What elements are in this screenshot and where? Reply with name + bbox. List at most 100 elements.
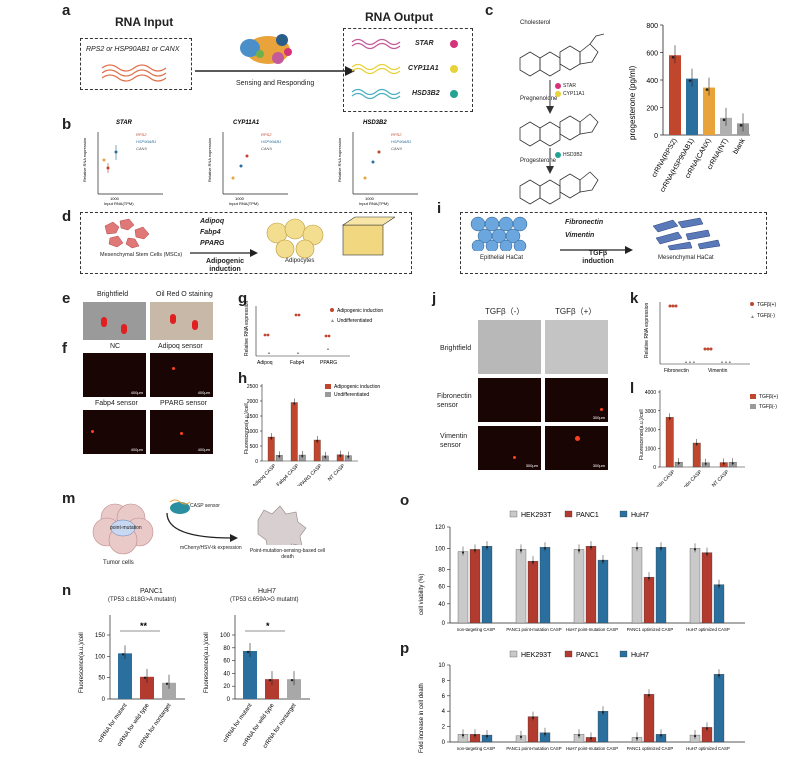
c-ytick-label: 0 [654, 133, 658, 140]
p-ytick-label: 8 [442, 678, 446, 684]
o-point [659, 547, 663, 550]
panel-letter-h: h [238, 370, 248, 387]
p-ylabel: Fold increase in cell death [419, 683, 425, 753]
o-point [473, 549, 477, 552]
tumor-cells-icon [92, 503, 154, 555]
oil-red-image [150, 302, 213, 340]
e-title-bright: Brightfield [97, 291, 129, 298]
j-row-bright: Brightfield [440, 345, 472, 352]
n2-point [290, 678, 294, 682]
c-bar [686, 78, 698, 135]
chart-g: Relative RNA expression ▲ ▲ ▲ Adipoq Fabp4… [244, 300, 383, 366]
l-bar [665, 417, 674, 468]
o-bar [573, 549, 585, 624]
o-category-label: non-targeting CASP [457, 627, 495, 632]
j-bright-plus [545, 320, 608, 374]
k-ylabel: Relative RNA expression [644, 302, 650, 358]
n2-ytick-label: 0 [227, 697, 231, 703]
n-sub-panc1: (TP53 c.818G>A mutatnt) [108, 597, 177, 603]
hsd3b2-dot [450, 90, 458, 98]
adipocytes-label: Adipocytes [285, 258, 315, 264]
k-legend-2: TGFβ(-) [757, 313, 775, 319]
gene-vimentin: Vimentin [565, 232, 595, 239]
casp-sensor-label: CASP sensor [190, 503, 220, 509]
h-category-label: PPARG CASP [296, 463, 323, 486]
d-arrow [190, 249, 258, 257]
l-ytick-label: 1000 [645, 446, 656, 452]
b-legend-hsp-3: HSP90AB1 [391, 139, 411, 144]
n2-ytick-label: 40 [223, 671, 230, 677]
h-ytick-label: 1500 [247, 414, 258, 420]
b-ylabel-cyp: Relative RNA expression [207, 138, 212, 182]
b-tick-hsd: 1000 [365, 196, 375, 201]
l-point [731, 462, 734, 465]
i-arrow [560, 246, 633, 254]
l-legend-2: TGFβ(-) [759, 404, 777, 410]
f-scale-pparg: 400μm [197, 447, 210, 452]
o-point [635, 547, 639, 550]
b-tick-cyp: 1000 [235, 196, 245, 201]
o-bar [515, 549, 527, 624]
red-spot [91, 430, 94, 433]
steroid-pathway-diagram [519, 33, 605, 205]
h-bar [267, 436, 275, 462]
output-star: STAR [415, 40, 434, 47]
p-point [693, 734, 697, 738]
l-ytick-label: 0 [653, 465, 656, 471]
k-cat-fib: Fibronectin [664, 368, 689, 374]
n2-sig: * [266, 621, 270, 631]
n1-ytick-label: 50 [98, 676, 105, 682]
g-legend-1: Adipogenic induction [337, 308, 383, 314]
panel-letter-a: a [62, 2, 71, 19]
c-point [722, 118, 726, 122]
h-point [347, 455, 350, 458]
msc-label: Mesenchymal Stem Cells (MSCs) [100, 252, 183, 258]
pregnenolone-label: Pregnenolone [520, 96, 558, 102]
o-ytick-label: 0 [442, 621, 446, 627]
o-legend-swatch [564, 510, 573, 518]
p-point [531, 716, 535, 719]
b-title-hsd: HSD3B2 [363, 120, 387, 126]
o-point [647, 577, 651, 580]
p-category-label: PANC1 optimized CASP [627, 746, 674, 751]
h-ylabel: Fluorescence(a.u.)/cell [244, 403, 250, 454]
f-pparg-image: 400μm [150, 410, 213, 454]
p-ytick-label: 0 [442, 740, 446, 746]
p-bar [597, 711, 609, 743]
n1-sig: ** [140, 621, 148, 631]
n2-bar [265, 679, 279, 699]
o-bar [585, 546, 597, 624]
j-fibro-minus [478, 378, 541, 422]
l-point [704, 462, 707, 465]
b-chart-hsd: HSD3B2 Relative RNA expression Input RNA… [337, 120, 418, 206]
o-category-label: HuH7 point-mutation CASP [566, 627, 618, 632]
o-bar [655, 547, 667, 624]
j-vim-plus: 300μm [545, 426, 608, 470]
o-ytick-label: 80 [438, 568, 445, 574]
red-arrow-icon [170, 314, 176, 324]
n-sub-huh7: (TP53 c.659A>G mutatnt) [230, 597, 299, 603]
h-point [293, 402, 296, 405]
j-scale-2: 300μm [525, 463, 538, 468]
o-point [461, 551, 465, 554]
panel-letter-n: n [62, 582, 72, 599]
c-point [688, 79, 692, 82]
epithelial-cells-icon [470, 216, 528, 251]
o-legend-label: HEK293T [521, 512, 552, 519]
enzyme-star: STAR [563, 83, 576, 89]
p-point [577, 734, 581, 737]
red-spot [600, 408, 603, 411]
b-legend-rps2-2: RPS2 [261, 132, 272, 137]
n1-ytick-label: 0 [102, 697, 106, 703]
l-category-label: Fibronectin CASP [644, 469, 677, 487]
n2-ylabel: Fluorescence(a.u.)/cell [204, 632, 210, 693]
svg-text:▲: ▲ [330, 318, 335, 324]
chart-l: Fluorescence(a.u.)/cell 0 1000 2000 3000 400… [639, 390, 778, 487]
b-legend-canx-2: CANX [261, 146, 272, 151]
e-title-oil: Oil Red O staining [156, 291, 213, 298]
p-point [519, 735, 523, 738]
b-title-cyp: CYP11A1 [233, 120, 260, 126]
n2-bar [287, 679, 301, 699]
star-dot [450, 40, 458, 48]
